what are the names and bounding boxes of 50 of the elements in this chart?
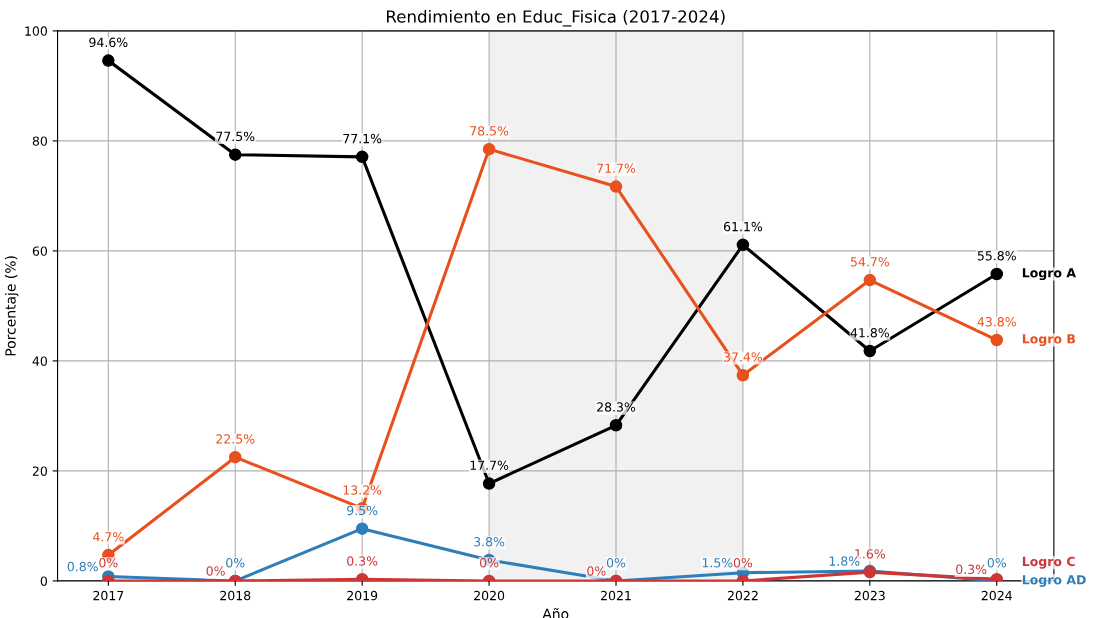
- data-label: 43.8%: [977, 317, 1016, 327]
- data-label: 0.3%: [956, 564, 987, 575]
- x-tick-label: 2020: [474, 590, 505, 601]
- y-tick-label: 80: [32, 136, 48, 146]
- y-tick-label: 40: [32, 356, 48, 366]
- data-label: 77.1%: [343, 133, 382, 144]
- y-axis-title: Porcentaje (%): [4, 256, 19, 356]
- data-label: 61.1%: [723, 221, 763, 232]
- data-label: 4.7%: [93, 532, 124, 542]
- data-label: 37.4%: [724, 352, 763, 362]
- data-label: 17.7%: [470, 460, 509, 471]
- data-label: 1.5%: [702, 558, 733, 568]
- x-tick-label: 2022: [727, 590, 758, 601]
- series-label: Logro AD: [1022, 575, 1086, 587]
- data-label: 13.2%: [343, 485, 382, 495]
- x-tick-label: 2024: [981, 590, 1012, 601]
- y-tick-label: 20: [32, 466, 48, 476]
- data-label: 0%: [226, 557, 245, 568]
- x-tick-label: 2019: [347, 590, 378, 601]
- data-label: 28.3%: [597, 402, 636, 412]
- data-label: 3.8%: [474, 537, 505, 547]
- data-label: 0.8%: [67, 561, 98, 572]
- data-label: 0%: [733, 557, 753, 568]
- data-label: 94.6%: [89, 37, 128, 48]
- series-label: Logro C: [1022, 556, 1075, 569]
- x-tick-label: 2018: [220, 590, 251, 601]
- data-label: 77.5%: [216, 131, 255, 142]
- data-label: 41.8%: [850, 328, 889, 338]
- series-label: Logro A: [1022, 268, 1076, 281]
- data-label: 0.3%: [347, 556, 378, 566]
- x-tick-label: 2021: [601, 590, 631, 601]
- series-label: Logro B: [1022, 334, 1075, 347]
- data-label: 78.5%: [470, 126, 509, 136]
- y-tick-label: 100: [25, 26, 48, 36]
- data-label: 55.8%: [977, 251, 1016, 261]
- y-tick-label: 0: [40, 576, 48, 586]
- data-label: 54.7%: [850, 257, 889, 267]
- x-tick-label: 2017: [93, 590, 124, 601]
- data-label: 0%: [479, 557, 499, 568]
- x-tick-label: 2023: [854, 590, 885, 601]
- chart-title: Rendimiento en Educ_Fisica (2017-2024): [387, 9, 725, 27]
- data-label: 71.7%: [597, 163, 636, 174]
- data-label: 9.5%: [347, 505, 378, 516]
- y-tick-label: 60: [32, 246, 48, 256]
- data-label: 0%: [606, 557, 626, 568]
- data-label: 0%: [99, 557, 118, 568]
- data-label: 0%: [587, 566, 606, 576]
- data-label: 22.5%: [216, 434, 255, 444]
- data-label: 0%: [206, 566, 225, 576]
- data-label: 0%: [987, 557, 1006, 568]
